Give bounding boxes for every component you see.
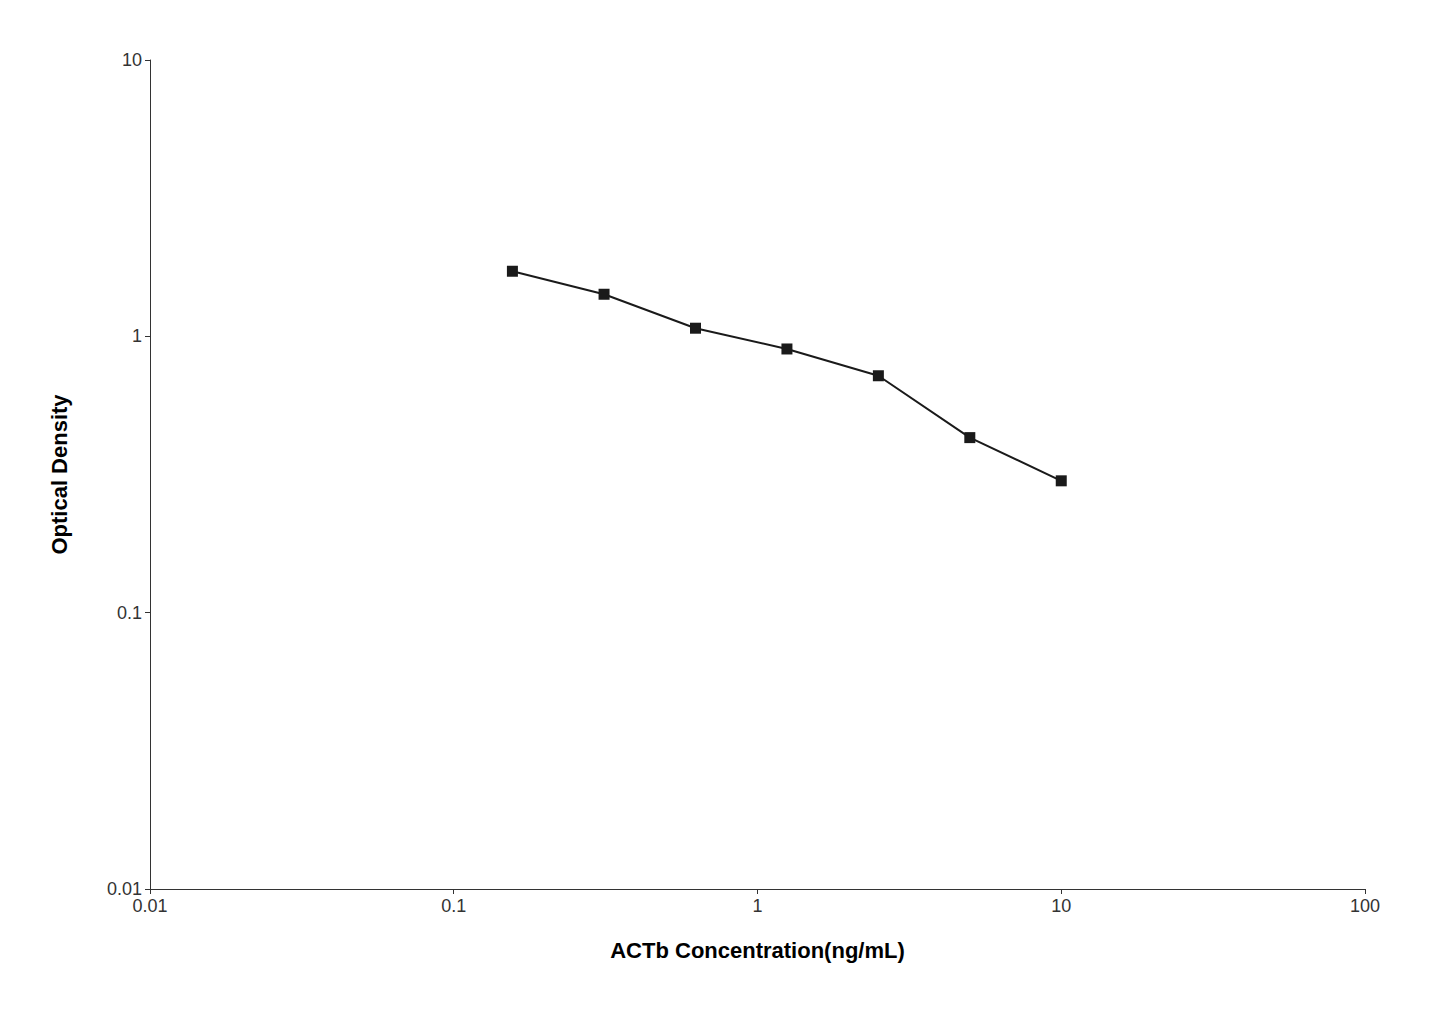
svg-text:1: 1 bbox=[132, 326, 142, 346]
svg-text:ACTb Concentration(ng/mL): ACTb Concentration(ng/mL) bbox=[610, 938, 905, 963]
svg-text:0.1: 0.1 bbox=[441, 896, 466, 916]
svg-text:100: 100 bbox=[1350, 896, 1380, 916]
svg-text:Optical Density: Optical Density bbox=[47, 394, 72, 555]
svg-text:10: 10 bbox=[1051, 896, 1071, 916]
svg-text:0.01: 0.01 bbox=[107, 879, 142, 899]
svg-text:1: 1 bbox=[752, 896, 762, 916]
svg-text:0.1: 0.1 bbox=[117, 603, 142, 623]
svg-text:10: 10 bbox=[122, 50, 142, 70]
svg-text:0.01: 0.01 bbox=[132, 896, 167, 916]
